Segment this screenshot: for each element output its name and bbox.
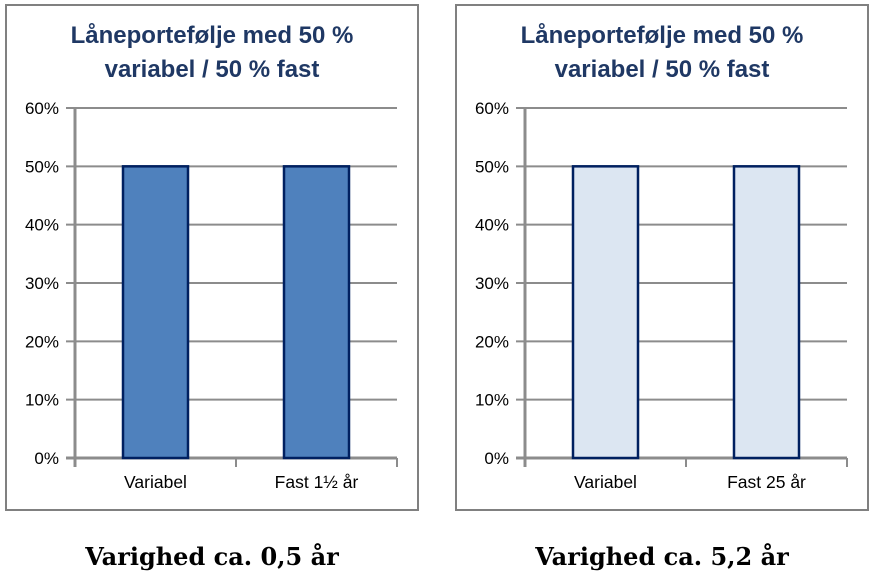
x-category-label: Fast 1½ år xyxy=(275,472,359,492)
left-chart-column: 0% 10% 20% 30% 40% 50% 60% Variabel Fast 1½ år L… xyxy=(5,4,419,585)
bar-2 xyxy=(282,165,351,460)
y-tick-label: 10% xyxy=(475,391,509,410)
chart-title-line2: variabel / 50 % fast xyxy=(104,56,320,83)
y-tick-label: 60% xyxy=(25,99,59,118)
chart-panel-right: 0% 10% 20% 30% 40% 50% 60% Variabel Fast 25 år L… xyxy=(455,4,869,511)
y-tick-label: 10% xyxy=(25,391,59,410)
y-tick-label: 20% xyxy=(475,332,509,351)
chart-title-left: Låneportefølje med 50 % variabel / 50 % … xyxy=(7,19,417,87)
x-category-label: Variabel xyxy=(574,472,637,492)
y-tick-label: 0% xyxy=(34,449,59,468)
y-tick-label: 30% xyxy=(25,274,59,293)
chart-title-line1: Låneportefølje med 50 % xyxy=(70,22,354,49)
y-tick-label: 60% xyxy=(475,99,509,118)
y-tick-label: 0% xyxy=(484,449,509,468)
x-category-label: Variabel xyxy=(124,472,187,492)
bar-plot-left: 0% 10% 20% 30% 40% 50% 60% Variabel Fast 1½ år xyxy=(7,6,417,509)
right-chart-column: 0% 10% 20% 30% 40% 50% 60% Variabel Fast 25 år L… xyxy=(455,4,869,585)
bar-1 xyxy=(571,165,640,460)
bar-1 xyxy=(121,165,190,460)
y-tick-label: 20% xyxy=(25,332,59,351)
chart-title-right: Låneportefølje med 50 % variabel / 50 % … xyxy=(457,19,867,87)
y-tick-label: 40% xyxy=(25,216,59,235)
y-tick-label: 40% xyxy=(475,216,509,235)
chart-caption-right: Varighed ca. 5,2 år xyxy=(535,542,789,571)
bar-chart-svg: 0% 10% 20% 30% 40% 50% 60% Variabel Fast 1½ år xyxy=(25,99,398,492)
chart-title-line2: variabel / 50 % fast xyxy=(554,56,770,83)
y-tick-label: 50% xyxy=(475,157,509,176)
bar-plot-right: 0% 10% 20% 30% 40% 50% 60% Variabel Fast 25 år xyxy=(457,6,867,509)
chart-title-line1: Låneportefølje med 50 % xyxy=(520,22,804,49)
y-tick-label: 50% xyxy=(25,157,59,176)
x-category-label: Fast 25 år xyxy=(727,472,806,492)
chart-caption-left: Varighed ca. 0,5 år xyxy=(85,542,339,571)
y-tick-label: 30% xyxy=(475,274,509,293)
bar-2 xyxy=(732,165,801,460)
chart-panel-left: 0% 10% 20% 30% 40% 50% 60% Variabel Fast 1½ år L… xyxy=(5,4,419,511)
bar-chart-svg: 0% 10% 20% 30% 40% 50% 60% Variabel Fast 25 år xyxy=(475,99,848,492)
